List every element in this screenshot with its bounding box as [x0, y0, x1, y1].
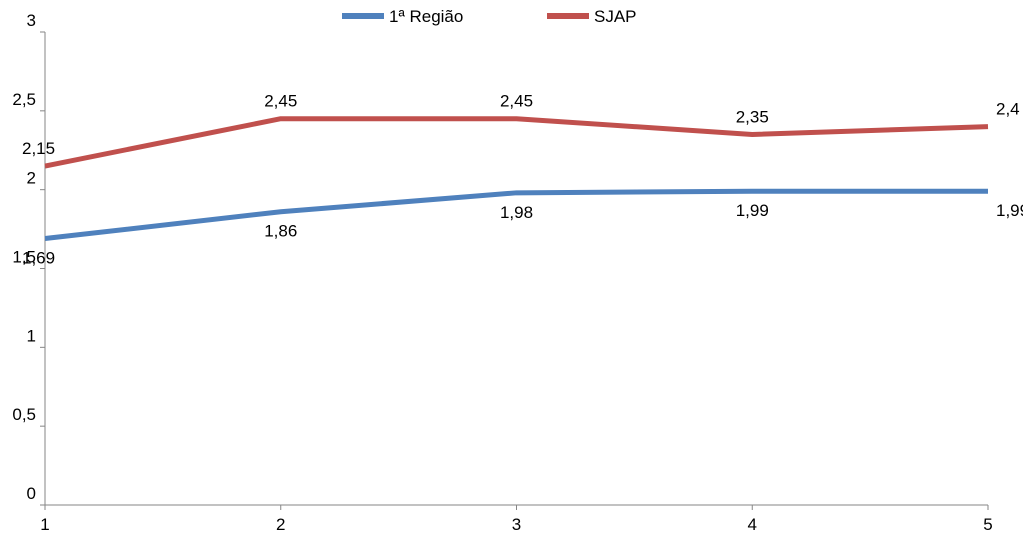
- x-tick-label: 2: [276, 515, 285, 534]
- series-line-primeira-regiao: [44, 188, 988, 242]
- data-label: 2,15: [22, 139, 55, 158]
- data-label: 1,99: [736, 201, 769, 220]
- legend-label: SJAP: [594, 7, 637, 26]
- x-tick-label: 4: [748, 515, 757, 534]
- data-label: 1,69: [22, 249, 55, 268]
- data-label: 1,86: [264, 222, 297, 241]
- data-label: 2,35: [736, 107, 769, 126]
- data-label: 2,4: [996, 100, 1020, 119]
- y-tick-label: 3: [27, 11, 36, 30]
- series-lines: [44, 116, 989, 242]
- y-tick-label: 1: [27, 326, 36, 345]
- data-label: 2,45: [264, 92, 297, 111]
- x-tick-label: 3: [512, 515, 521, 534]
- data-labels: 1,69 1,86 1,98 1,99 1,99 2,15 2,45 2,45 2,35 2,4: [22, 92, 1023, 268]
- axes: 0 0,5 1 1,5 2 2,5 3 1 2 3 4 5: [12, 11, 992, 534]
- data-label: 2,45: [500, 92, 533, 111]
- series-line-sjap: [44, 116, 989, 169]
- y-tick-label: 0: [27, 484, 36, 503]
- y-tick-label: 2,5: [12, 90, 36, 109]
- legend-label: 1ª Região: [389, 7, 463, 26]
- legend: 1ª Região SJAP: [342, 7, 637, 26]
- y-tick-label: 2: [27, 169, 36, 188]
- x-tick-label: 5: [983, 515, 992, 534]
- y-tick-label: 0,5: [12, 405, 36, 424]
- data-label: 1,99: [996, 201, 1023, 220]
- y-tick-label: 1,5: [12, 248, 36, 267]
- data-label: 1,98: [500, 203, 533, 222]
- x-tick-label: 1: [40, 515, 49, 534]
